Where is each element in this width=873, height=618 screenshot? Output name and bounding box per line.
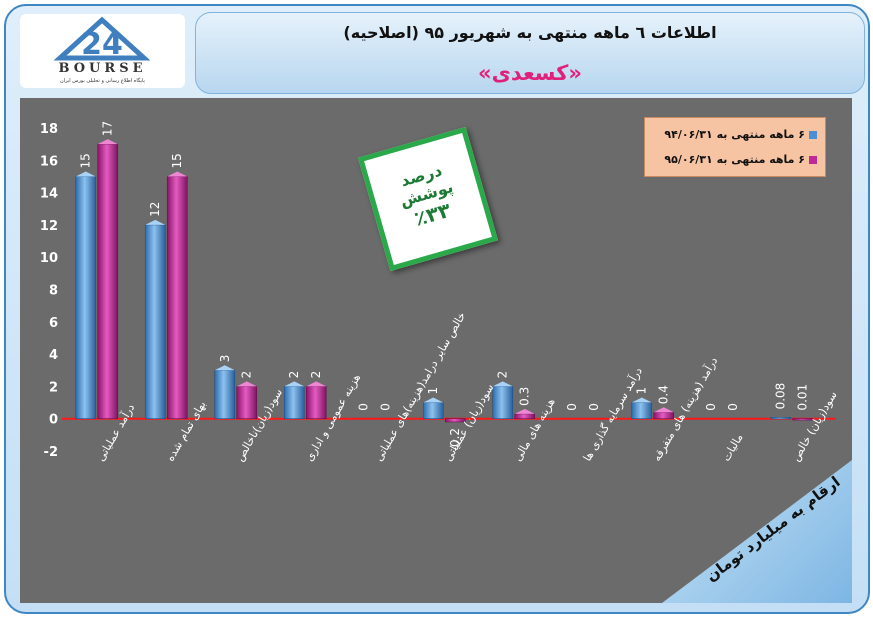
data-label-series1-4: 0 bbox=[357, 403, 371, 411]
y-tick-label: 8 bbox=[49, 284, 58, 299]
bar-cap-series2-1 bbox=[167, 171, 188, 177]
x-axis: درآمد عملیاتی بهای تمام شده سود(زیان)ناخال… bbox=[93, 310, 839, 464]
data-label-series2-3: 2 bbox=[309, 371, 323, 379]
bar-cap-series1-8 bbox=[631, 397, 652, 403]
legend-item-series2: ۶ ماهه منتهی به ۹۵/۰۶/۳۱ bbox=[664, 153, 817, 166]
y-axis: -2 0 2 4 6 8 10 12 14 16 18 bbox=[40, 122, 58, 460]
data-label-series1-0: 15 bbox=[79, 153, 93, 168]
data-label-series1-10: 0.08 bbox=[774, 383, 788, 410]
logo-emblem-icon: 24 bbox=[53, 16, 151, 62]
bar-series2-0 bbox=[97, 143, 119, 419]
legend: ۶ ماهه منتهی به ۹۴/۰۶/۳۱ ۶ ماهه منتهی به… bbox=[644, 117, 826, 177]
bar-series1-8 bbox=[631, 402, 653, 419]
page-title: اطلاعات ٦ ماهه منتهی به شهریور ۹۵ (اصلاح… bbox=[343, 23, 717, 42]
bar-cap-series2-8 bbox=[653, 407, 674, 413]
legend-label-series2: ۶ ماهه منتهی به ۹۵/۰۶/۳۱ bbox=[664, 153, 805, 166]
data-label-series2-4: 0 bbox=[379, 403, 393, 411]
bar-cap-series1-6 bbox=[492, 381, 513, 387]
bar-cap-series2-3 bbox=[306, 381, 327, 387]
bar-cap-series2-2 bbox=[236, 381, 257, 387]
legend-swatch-series2 bbox=[809, 155, 817, 164]
bar-series1-3 bbox=[283, 386, 305, 419]
bar-cap-series1-3 bbox=[284, 381, 305, 387]
y-tick-label: 14 bbox=[40, 187, 58, 202]
bar-series2-8 bbox=[653, 411, 675, 419]
data-label-series2-1: 15 bbox=[170, 153, 184, 168]
bar-series1-6 bbox=[492, 386, 514, 419]
bar-cap-series1-2 bbox=[214, 365, 235, 371]
bar-cap-series1-0 bbox=[75, 171, 96, 177]
bar-series1-5 bbox=[422, 402, 444, 419]
bar-series1-10 bbox=[770, 417, 792, 420]
bar-cap-series2-6 bbox=[514, 408, 535, 414]
y-tick-label: -2 bbox=[44, 445, 58, 460]
y-tick-label: 12 bbox=[40, 219, 58, 234]
data-label-series1-1: 12 bbox=[148, 202, 162, 217]
bar-cap-series2-0 bbox=[97, 139, 118, 145]
company-symbol: «کسعدی» bbox=[478, 61, 582, 85]
legend-label-series1: ۶ ماهه منتهی به ۹۴/۰۶/۳۱ bbox=[664, 128, 805, 141]
y-tick-label: 4 bbox=[49, 348, 58, 363]
header-panel: اطلاعات ٦ ماهه منتهی به شهریور ۹۵ (اصلاح… bbox=[195, 12, 865, 94]
bar-series2-3 bbox=[305, 386, 327, 419]
legend-item-series1: ۶ ماهه منتهی به ۹۴/۰۶/۳۱ bbox=[664, 128, 817, 141]
data-label-series1-3: 2 bbox=[287, 371, 301, 379]
y-tick-label: 0 bbox=[49, 413, 58, 428]
data-label-series2-8: 0.4 bbox=[657, 385, 671, 404]
y-tick-label: 16 bbox=[40, 154, 58, 169]
bourse-logo: 24 BOURSE پایگاه اطلاع رسانی و تحلیلی بو… bbox=[20, 14, 185, 88]
y-tick-label: 10 bbox=[40, 251, 58, 266]
data-label-series2-7: 0 bbox=[587, 403, 601, 411]
x-tick-label-5: سود(زیان) عملیاتی bbox=[442, 382, 497, 464]
y-tick-label: 2 bbox=[49, 380, 58, 395]
data-label-series2-6: 0.3 bbox=[518, 387, 532, 406]
y-tick-label: 18 bbox=[40, 122, 58, 137]
bar-cap-series1-1 bbox=[145, 219, 166, 225]
svg-text:24: 24 bbox=[81, 27, 123, 62]
bar-series2-1 bbox=[166, 176, 188, 419]
data-label-series1-9: 0 bbox=[704, 403, 718, 411]
data-label-series2-9: 0 bbox=[726, 403, 740, 411]
data-label-series1-7: 0 bbox=[565, 403, 579, 411]
data-label-series2-2: 2 bbox=[240, 371, 254, 379]
logo-wordmark: BOURSE bbox=[58, 61, 147, 76]
data-label-series1-2: 3 bbox=[218, 355, 232, 363]
data-label-series1-8: 1 bbox=[635, 387, 649, 395]
bar-series2-10 bbox=[792, 418, 814, 421]
bar-series1-1 bbox=[144, 224, 166, 419]
data-label-series2-5: -0.2 bbox=[448, 428, 462, 451]
data-label-series2-0: 17 bbox=[101, 121, 115, 136]
data-label-series1-5: 1 bbox=[426, 387, 440, 395]
logo-tagline: پایگاه اطلاع رسانی و تحلیلی بورس ایران bbox=[60, 78, 145, 84]
bar-series1-2 bbox=[214, 369, 236, 420]
bar-series2-6 bbox=[514, 413, 536, 420]
bar-series1-0 bbox=[75, 176, 97, 419]
x-tick-label-9: مالیات bbox=[720, 431, 746, 463]
data-label-series2-10: 0.01 bbox=[796, 384, 810, 411]
bar-series2-2 bbox=[236, 386, 258, 419]
bar-series2-5 bbox=[444, 418, 466, 423]
legend-swatch-series1 bbox=[809, 130, 817, 139]
y-tick-label: 6 bbox=[49, 316, 58, 331]
data-label-series1-6: 2 bbox=[496, 371, 510, 379]
bar-cap-series1-5 bbox=[423, 397, 444, 403]
